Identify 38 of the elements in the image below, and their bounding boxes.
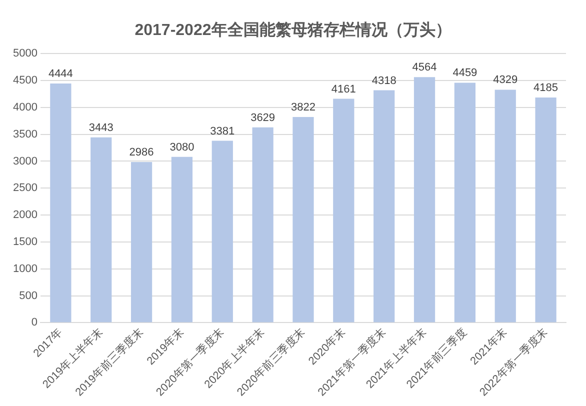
bar [171,156,193,322]
data-label: 3080 [170,141,194,154]
y-tick-label: 1000 [12,262,38,275]
data-label: 4444 [48,68,73,80]
chart-title: 2017-2022年全国能繁母猪存栏情况（万头） [134,20,452,41]
data-label: 4329 [493,74,518,86]
bar [535,97,556,322]
data-label: 2986 [129,146,154,159]
bar [50,84,72,322]
y-tick-label: 0 [31,316,38,329]
y-tick-label: 5000 [12,48,38,60]
y-tick-label: 4500 [12,74,38,87]
data-label: 4459 [452,67,478,80]
data-label: 3443 [88,122,114,134]
bar [494,90,516,322]
data-label: 3381 [210,125,235,138]
y-tick-label: 2000 [12,209,38,222]
bar [212,140,233,322]
y-tick-label: 500 [19,290,38,302]
bar [374,90,395,322]
y-tick-label: 2500 [12,182,38,194]
y-tick-label: 3000 [12,155,38,168]
data-label: 4318 [372,74,396,87]
bar [414,77,436,322]
y-tick-label: 4000 [12,101,38,114]
bar [252,127,274,322]
bar [333,98,354,322]
data-label: 4564 [412,62,437,74]
data-label: 3629 [250,112,276,124]
bar [130,162,152,322]
y-tick-label: 1500 [12,236,38,248]
bar [90,137,112,322]
data-label: 3822 [290,102,316,114]
data-label: 4161 [331,83,356,96]
bar [454,82,476,322]
y-tick-label: 3500 [12,128,38,140]
data-label: 4185 [534,82,558,94]
bar [292,117,314,322]
